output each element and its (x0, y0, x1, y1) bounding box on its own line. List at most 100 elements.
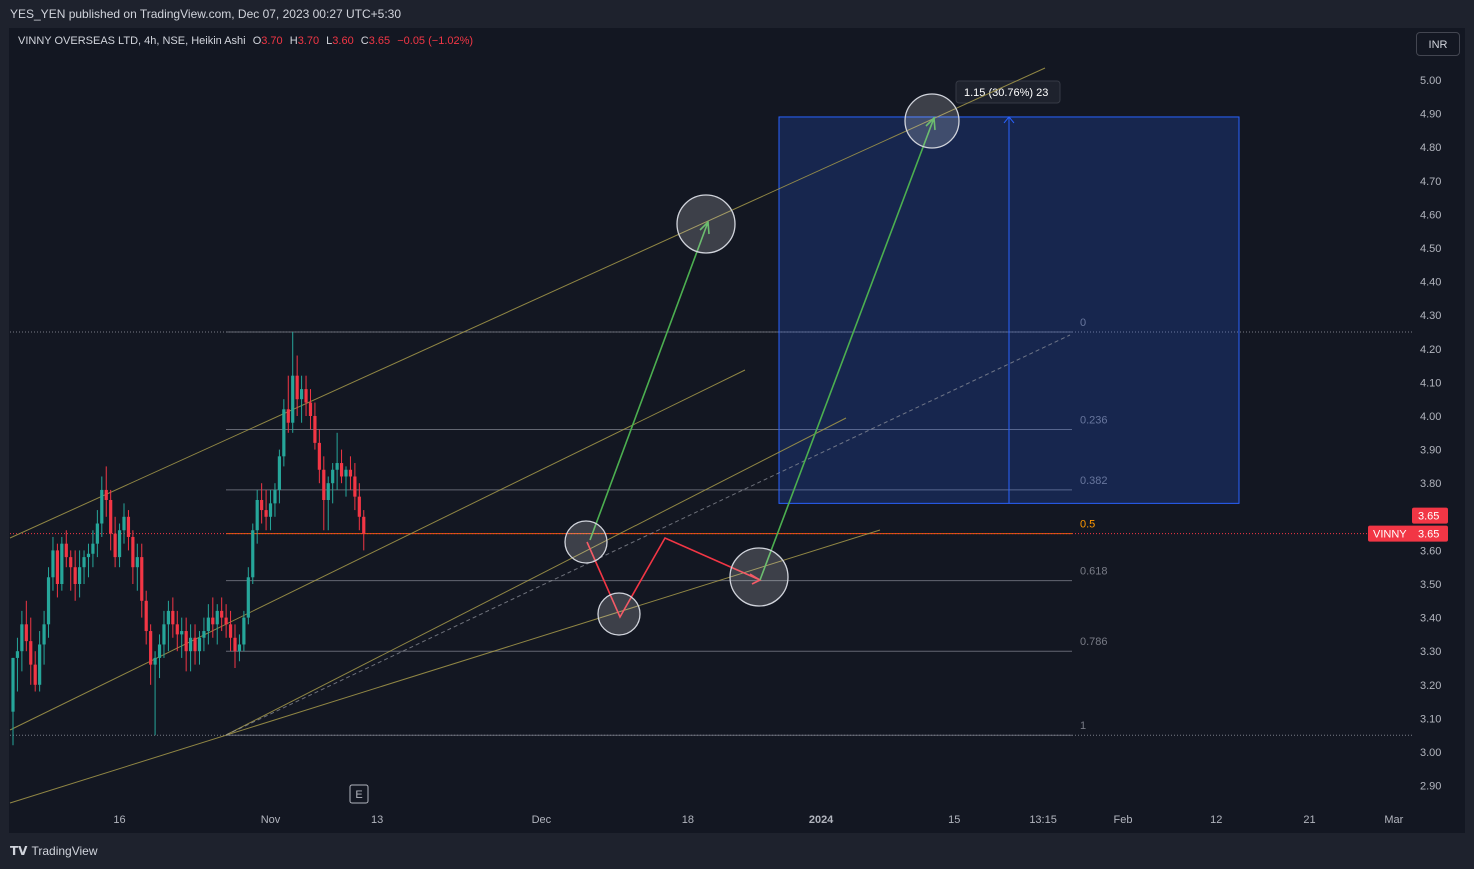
fib-label-5: 0.786 (1080, 636, 1108, 648)
projection-arrows (564, 93, 960, 636)
candle-body-44 (206, 617, 210, 632)
candle-body-47 (220, 610, 224, 618)
fib-label-4: 0.618 (1080, 566, 1108, 578)
candle-body-10 (55, 550, 59, 584)
price-tick-9: 4.10 (1420, 377, 1441, 389)
price-tick-10: 4.00 (1420, 411, 1441, 423)
time-tick-11: Mar (1384, 814, 1403, 826)
candle-body-3 (24, 624, 28, 642)
last-price-badge (1412, 507, 1448, 524)
price-tick-5: 4.50 (1420, 243, 1441, 255)
time-axis: 16 Nov 13 Dec 18 2024 15 13:15 Feb 12 21 Mar E (113, 784, 1404, 826)
candle-body-22 (109, 500, 113, 534)
price-tick-8: 4.20 (1420, 344, 1441, 356)
candle-body-79 (362, 516, 366, 534)
candle-body-20 (100, 489, 104, 524)
fib-label-6: 1 (1080, 720, 1086, 732)
tradingview-brand: 𝗧𝗩 TradingView (10, 844, 98, 858)
low-value: 3.60 (332, 35, 354, 47)
candle-body-69 (317, 442, 321, 470)
green-arrow-1 (589, 221, 709, 541)
price-tick-18: 3.20 (1420, 680, 1441, 692)
candle-body-17 (86, 553, 91, 558)
fib-label-1: 0.236 (1080, 414, 1108, 426)
price-tick-11: 3.90 (1420, 445, 1441, 457)
candle-body-5 (33, 664, 37, 685)
high-value: 3.70 (297, 35, 320, 47)
candle-body-61 (282, 409, 286, 457)
candle-body-36 (171, 610, 175, 625)
price-tick-6: 4.40 (1420, 277, 1441, 289)
fib-label-2: 0.382 (1080, 475, 1108, 487)
candle-body-64 (295, 375, 299, 400)
channel-line-0 (9, 67, 1046, 539)
candle-body-11 (60, 543, 64, 584)
earnings-marker-text: E (355, 789, 362, 801)
candle-body-25 (122, 516, 126, 531)
candle-body-9 (51, 550, 55, 578)
highlight-circle-2 (676, 194, 736, 254)
candle-body-58 (268, 503, 273, 517)
earnings-marker-icon (349, 784, 369, 804)
price-tick-3: 4.70 (1420, 176, 1441, 188)
candle-body-6 (38, 644, 42, 685)
open-label: O (252, 35, 262, 47)
candle-body-23 (113, 533, 117, 558)
candle-body-37 (175, 624, 179, 635)
price-tick-21: 2.90 (1420, 781, 1441, 793)
measure-label-bg (955, 80, 1061, 104)
candle-body-71 (326, 483, 330, 500)
candle-body-43 (202, 631, 206, 638)
candles (11, 332, 366, 746)
close-value: 3.65 (368, 35, 391, 47)
candle-body-67 (308, 402, 313, 416)
high-label: H (289, 35, 298, 47)
price-tick-14: 3.60 (1420, 545, 1441, 557)
candle-body-65 (300, 389, 304, 400)
brand-text: TradingView (31, 844, 98, 858)
time-tick-1: Nov (261, 814, 281, 826)
candle-body-26 (126, 516, 131, 537)
candle-body-68 (313, 416, 317, 443)
highlight-circle-0 (564, 520, 608, 564)
candle-body-4 (29, 641, 33, 665)
candle-body-41 (193, 637, 197, 652)
candle-body-30 (144, 600, 148, 632)
publish-bar: YES_YEN published on TradingView.com, De… (0, 0, 1474, 28)
candle-body-46 (215, 610, 219, 625)
candle-body-53 (246, 577, 250, 618)
price-tick-16: 3.40 (1420, 613, 1441, 625)
green-arrowhead-2 (925, 116, 936, 131)
candle-body-76 (348, 469, 353, 477)
candle-body-12 (64, 543, 68, 558)
candle-body-0 (11, 657, 15, 712)
candle-body-16 (82, 557, 86, 568)
candle-body-74 (339, 463, 344, 477)
symbol-legend[interactable]: VINNY OVERSEAS LTD, 4h, NSE, Heikin Ashi… (18, 35, 473, 47)
highlight-circle-4 (904, 93, 960, 149)
fib-retracement: 0 0.236 0.382 0.5 0.618 0.786 1 (10, 317, 1412, 736)
candle-body-21 (104, 489, 108, 500)
currency-button[interactable]: INR (1416, 32, 1460, 56)
candle-body-19 (95, 523, 99, 544)
candle-body-60 (277, 456, 281, 490)
candle-body-13 (69, 557, 73, 568)
candle-body-42 (197, 637, 202, 652)
candle-body-55 (255, 500, 259, 531)
candle-body-73 (335, 463, 339, 470)
candle-body-56 (260, 500, 264, 511)
candle-body-24 (117, 530, 122, 558)
long-position-box: 1.15 (30.76%) 23 (778, 80, 1240, 504)
time-tick-0: 16 (113, 814, 125, 826)
footer-bar: 𝗧𝗩 TradingView (0, 833, 1474, 869)
candle-body-8 (46, 577, 51, 625)
chart-panel[interactable] (9, 28, 1465, 833)
symbol-title: VINNY OVERSEAS LTD, 4h, NSE, Heikin Ashi (18, 35, 246, 47)
candle-body-50 (233, 637, 237, 652)
time-tick-9: 12 (1210, 814, 1222, 826)
candle-body-27 (131, 536, 135, 568)
price-tick-4: 4.60 (1420, 209, 1441, 221)
candle-body-31 (149, 631, 153, 665)
candle-body-15 (78, 567, 82, 584)
